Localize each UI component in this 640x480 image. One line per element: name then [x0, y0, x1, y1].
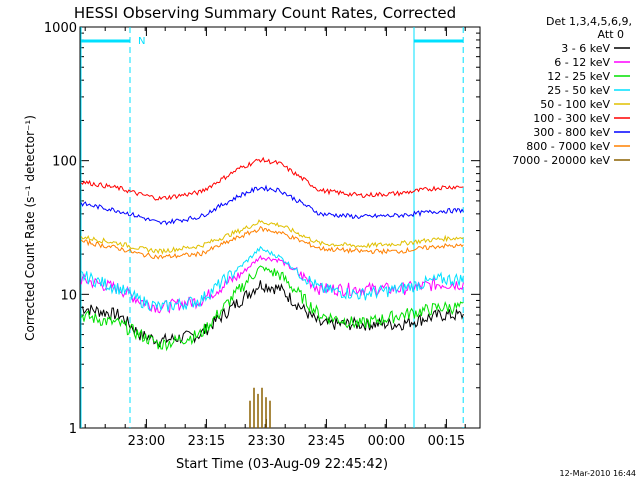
- x-tick-label: 23:15: [188, 434, 225, 449]
- y-tick-label: 100: [52, 155, 77, 170]
- legend-label: 300 - 800 keV: [533, 126, 610, 139]
- x-tick-label: 00:15: [428, 434, 465, 449]
- legend-header-line-2: Att 0: [598, 28, 624, 41]
- legend-label: 800 - 7000 keV: [526, 140, 610, 153]
- series-12-25keV: [80, 265, 464, 352]
- y-tick-label: 1000: [44, 21, 77, 36]
- x-tick-label: 23:30: [248, 434, 285, 449]
- series-300-800keV: [80, 184, 464, 226]
- legend-label: 100 - 300 keV: [533, 112, 610, 125]
- series-6-12keV: [80, 254, 464, 314]
- plot-area: 1 10 100 1000 23:00 23:15 23:30 23:45 00:00 00:15…: [44, 21, 481, 449]
- series-line: [80, 254, 464, 314]
- x-tick-label: 23:00: [128, 434, 165, 449]
- night-marker: N: [138, 36, 145, 47]
- y-axis-label: Corrected Count Rate (s⁻¹ detector⁻¹): [23, 115, 37, 341]
- legend-header-line-1: Det 1,3,4,5,6,9,: [546, 15, 632, 28]
- legend-label: 12 - 25 keV: [547, 70, 610, 83]
- chart-title: HESSI Observing Summary Count Rates, Cor…: [74, 4, 456, 22]
- legend-label: 6 - 12 keV: [554, 56, 610, 69]
- series-line: [80, 184, 464, 226]
- legend-label: 50 - 100 keV: [540, 98, 610, 111]
- x-tick-label: 00:00: [368, 434, 405, 449]
- x-tick-label: 23:45: [308, 434, 345, 449]
- series-line: [80, 156, 464, 201]
- series-50-100keV: [80, 219, 464, 255]
- series-3-6keV: [81, 280, 464, 348]
- y-tick-label: 10: [60, 288, 77, 303]
- series-line: [81, 280, 464, 348]
- series-25-50keV: [80, 245, 464, 312]
- legend-label: 25 - 50 keV: [547, 84, 610, 97]
- legend-label: 7000 - 20000 keV: [512, 154, 610, 167]
- series-line: [80, 265, 464, 352]
- y-tick-label: 1: [69, 422, 77, 437]
- legend-label: 3 - 6 keV: [561, 42, 610, 55]
- series-7000-20000keV: [249, 387, 271, 428]
- series-100-300keV: [80, 156, 464, 201]
- series-line: [80, 225, 464, 260]
- timestamp: 12-Mar-2010 16:44: [560, 469, 637, 478]
- x-axis-label: Start Time (03-Aug-09 22:45:42): [176, 457, 388, 472]
- series-line: [80, 245, 464, 312]
- series-800-7000keV: [80, 225, 464, 260]
- plot-frame: [79, 26, 481, 429]
- series-line: [80, 219, 464, 255]
